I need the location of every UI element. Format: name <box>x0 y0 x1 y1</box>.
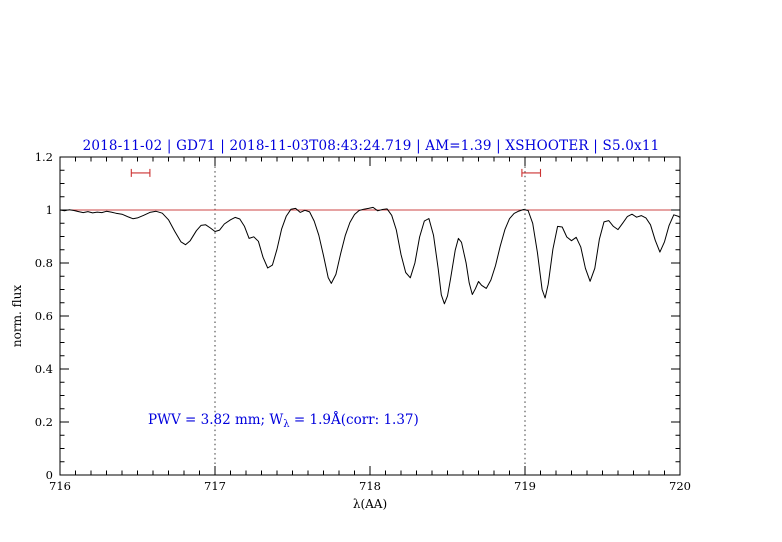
x-axis-label: λ(AA) <box>353 497 387 511</box>
pwv-annotation-subscript: λ <box>283 419 290 430</box>
pwv-annotation: PWV = 3.82 mm; Wλ = 1.9Å(corr: 1.37) <box>148 412 419 430</box>
plot-title: 2018-11-02 | GD71 | 2018-11-03T08:43:24.… <box>83 138 660 154</box>
y-tick-label: 0 <box>46 468 53 482</box>
pwv-annotation-main: PWV = 3.82 mm; W <box>148 412 283 428</box>
chart-layer: 716 717 718 719 720 0 0.2 0.4 0.6 0.8 1 1.2 <box>35 150 691 493</box>
x-tick-label: 716 <box>49 479 71 493</box>
y-tick-label: 0.6 <box>35 309 53 323</box>
y-tick-label: 0.2 <box>35 415 53 429</box>
x-tick-label: 718 <box>359 479 381 493</box>
spectrum-line <box>59 206 681 305</box>
x-tick-label: 717 <box>204 479 226 493</box>
y-tick-label: 1 <box>46 203 53 217</box>
y-tick-label: 0.8 <box>35 256 53 270</box>
pwv-annotation-rest: = 1.9Å(corr: 1.37) <box>290 412 419 428</box>
x-tick-label: 719 <box>514 479 536 493</box>
y-axis-label: norm. flux <box>10 285 24 347</box>
y-tick-label: 1.2 <box>35 150 53 164</box>
y-tick-label: 0.4 <box>35 362 53 376</box>
x-tick-label: 720 <box>669 479 691 493</box>
